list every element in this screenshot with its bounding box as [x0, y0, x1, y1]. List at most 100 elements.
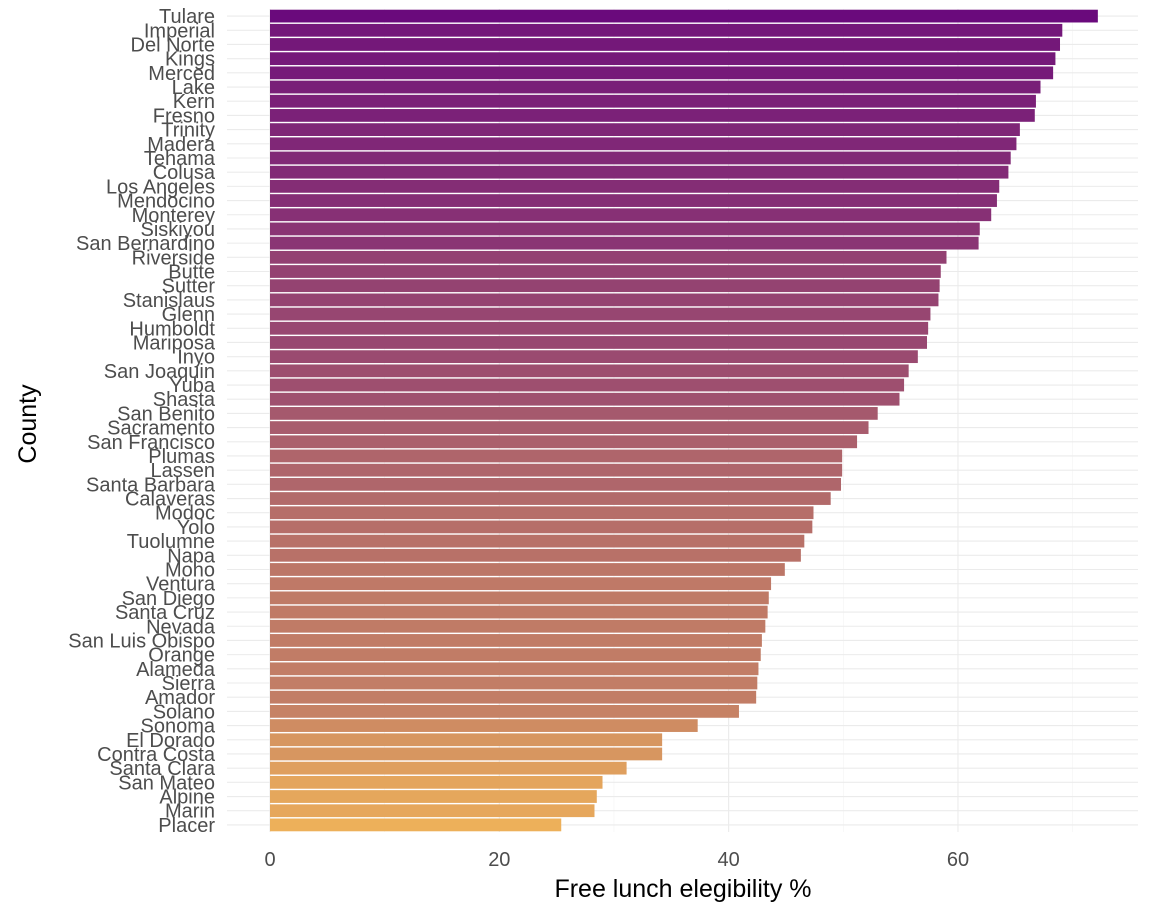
y-tick-label: Merced — [148, 63, 215, 85]
bar-del-norte — [270, 38, 1061, 51]
y-tick-label: Tehama — [144, 148, 216, 170]
bar-lassen — [270, 463, 843, 477]
bar-nevada — [270, 619, 766, 633]
bar-kings — [270, 52, 1056, 66]
y-tick-label: Nevada — [146, 616, 216, 638]
y-tick-label: Alameda — [136, 659, 216, 681]
bar-san-diego — [270, 591, 769, 605]
y-tick-label: Glenn — [162, 304, 215, 326]
bar-san-benito — [270, 407, 878, 420]
y-tick-label: Kings — [165, 49, 215, 71]
y-tick-label: Tulare — [159, 6, 215, 28]
y-tick-label: Butte — [168, 262, 215, 284]
bar-solano — [270, 705, 739, 718]
y-tick-label: Lassen — [151, 460, 216, 482]
x-axis-tick-labels: 0 20 40 60 — [264, 849, 969, 871]
y-tick-label: Siskiyou — [141, 219, 215, 241]
bar-mono — [270, 563, 785, 576]
y-tick-label: Inyo — [177, 347, 215, 369]
x-tick-label: 0 — [264, 849, 275, 871]
bar-kern — [270, 94, 1036, 108]
y-tick-label: Calaveras — [125, 489, 215, 511]
bar-monterey — [270, 208, 992, 222]
bar-stanislaus — [270, 293, 939, 307]
bar-placer — [270, 818, 562, 832]
y-tick-label: Riverside — [132, 247, 215, 269]
y-tick-label: Tuolumne — [127, 531, 215, 553]
bar-humboldt — [270, 321, 929, 335]
y-tick-label: Alpine — [159, 787, 215, 809]
y-tick-label: Mendocino — [117, 191, 215, 213]
bar-sonoma — [270, 719, 698, 732]
bar-siskiyou — [270, 222, 980, 236]
y-tick-label: Solano — [153, 701, 215, 723]
y-tick-label: Lake — [172, 77, 215, 99]
bar-tehama — [270, 151, 1011, 165]
y-tick-label: Contra Costa — [97, 744, 216, 766]
y-tick-label: Stanislaus — [123, 290, 215, 312]
x-tick-label: 60 — [947, 849, 969, 871]
bar-el-dorado — [270, 733, 663, 747]
y-tick-label: Marin — [165, 801, 215, 823]
y-tick-label: El Dorado — [126, 730, 215, 752]
bar-orange — [270, 648, 761, 662]
bars — [270, 9, 1098, 832]
bar-colusa — [270, 165, 1009, 179]
bar-santa-cruz — [270, 605, 768, 619]
y-tick-label: San Luis Obispo — [68, 630, 215, 652]
y-tick-label: Mariposa — [133, 332, 216, 354]
bar-fresno — [270, 109, 1035, 122]
bar-sierra — [270, 676, 758, 690]
bar-tuolumne — [270, 534, 805, 548]
y-tick-label: San Mateo — [118, 772, 215, 794]
y-tick-label: Yolo — [177, 517, 215, 539]
bar-marin — [270, 804, 595, 818]
y-tick-label: San Francisco — [87, 432, 215, 454]
y-tick-label: Santa Clara — [109, 758, 215, 780]
y-tick-label: San Benito — [117, 403, 215, 425]
x-axis-title: Free lunch elegibility % — [554, 875, 811, 903]
y-tick-label: San Diego — [122, 588, 215, 610]
bar-inyo — [270, 350, 918, 364]
y-tick-label: Orange — [148, 645, 215, 667]
y-tick-label: Sacramento — [107, 418, 215, 440]
bar-ventura — [270, 577, 772, 591]
y-tick-label: Trinity — [161, 120, 215, 142]
y-tick-label: Imperial — [144, 20, 215, 42]
y-tick-label: Placer — [158, 815, 215, 837]
y-tick-label: Sierra — [162, 673, 216, 695]
y-tick-label: Fresno — [153, 105, 215, 127]
y-tick-label: Napa — [167, 545, 216, 567]
bar-santa-barbara — [270, 477, 842, 491]
x-tick-label: 40 — [718, 849, 740, 871]
bar-trinity — [270, 123, 1020, 136]
bar-merced — [270, 66, 1054, 80]
bar-amador — [270, 690, 757, 704]
bar-yolo — [270, 520, 813, 534]
y-axis-title: County — [14, 384, 42, 464]
y-tick-label: Santa Barbara — [86, 474, 216, 496]
y-tick-label: Plumas — [148, 446, 215, 468]
x-tick-label: 20 — [488, 849, 510, 871]
bar-calaveras — [270, 492, 831, 505]
bar-contra-costa — [270, 747, 663, 761]
y-tick-label: Yuba — [169, 375, 215, 397]
bar-san-mateo — [270, 775, 603, 789]
bar-san-luis-obispo — [270, 634, 762, 647]
y-tick-label: Humboldt — [129, 318, 215, 340]
bar-yuba — [270, 378, 905, 392]
bar-mariposa — [270, 336, 928, 349]
bar-modoc — [270, 506, 814, 520]
y-tick-label: Madera — [147, 134, 216, 156]
y-tick-label: Modoc — [155, 503, 215, 525]
y-tick-label: Ventura — [146, 574, 216, 596]
bar-san-bernardino — [270, 236, 979, 250]
bar-lake — [270, 80, 1041, 94]
bar-shasta — [270, 392, 900, 406]
bar-glenn — [270, 307, 931, 321]
bar-madera — [270, 137, 1017, 151]
y-tick-label: Santa Cruz — [115, 602, 215, 624]
y-tick-label: Kern — [173, 91, 215, 113]
y-tick-label: Colusa — [153, 162, 216, 184]
